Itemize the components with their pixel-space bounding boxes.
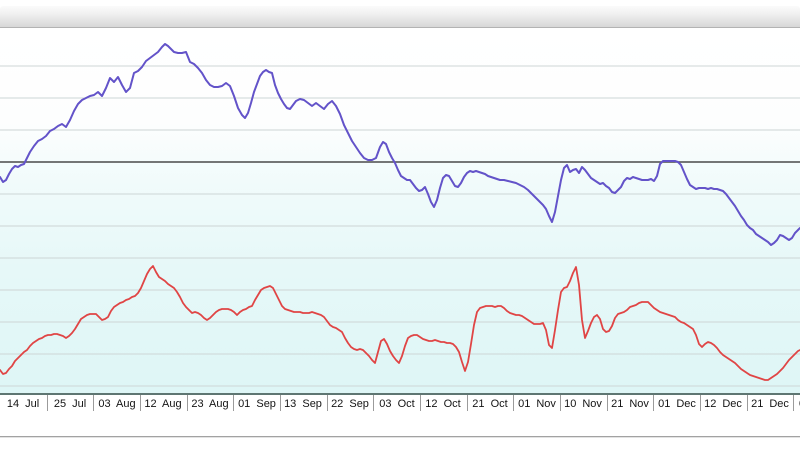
x-axis-tick-separator bbox=[513, 395, 514, 411]
x-axis-label: 21 Oct bbox=[472, 398, 508, 410]
x-axis-tick-separator bbox=[93, 395, 94, 411]
x-axis-label: 01 Jan bbox=[799, 398, 800, 410]
bottom-divider-shadow bbox=[0, 437, 800, 438]
stock-comparison-chart bbox=[0, 28, 800, 395]
x-axis-label: 21 Nov bbox=[611, 398, 649, 410]
x-axis-tick-separator bbox=[560, 395, 561, 411]
x-axis-label: 01 Sep bbox=[238, 398, 276, 410]
x-axis-label: 23 Aug bbox=[191, 398, 229, 410]
x-axis-tick-separator bbox=[700, 395, 701, 411]
x-axis-label: 12 Oct bbox=[425, 398, 461, 410]
x-axis-label: 14 Jul bbox=[6, 398, 40, 410]
x-axis-tick-separator bbox=[327, 395, 328, 411]
lower-red-line bbox=[0, 265, 800, 381]
window-titlebar bbox=[0, 6, 800, 28]
x-axis-tick-separator bbox=[280, 395, 281, 411]
chart-canvas bbox=[0, 43, 800, 387]
x-axis-label: 12 Aug bbox=[144, 398, 182, 410]
x-axis-label: 13 Sep bbox=[284, 398, 322, 410]
x-axis-label: 22 Sep bbox=[331, 398, 369, 410]
x-axis-tick-separator bbox=[47, 395, 48, 411]
bottom-divider-line bbox=[0, 436, 800, 437]
x-axis-label: 03 Oct bbox=[379, 398, 415, 410]
x-axis-label: 01 Nov bbox=[518, 398, 556, 410]
x-axis-tick-separator bbox=[420, 395, 421, 411]
x-axis-label: 25 Jul bbox=[53, 398, 87, 410]
x-axis-tick-separator bbox=[747, 395, 748, 411]
x-axis-label: 10 Nov bbox=[564, 398, 602, 410]
x-axis-tick-separator bbox=[653, 395, 654, 411]
x-axis-tick-separator bbox=[793, 395, 794, 411]
upper-purple-line bbox=[0, 43, 800, 246]
x-axis-tick-separator bbox=[467, 395, 468, 411]
x-axis-tick-separator bbox=[140, 395, 141, 411]
x-axis-label-strip: 14 Jul 25 Jul 03 Aug 12 Aug 23 Aug 01 Sep 13 S… bbox=[0, 395, 800, 416]
x-axis-label: 12 Dec bbox=[704, 398, 742, 410]
x-axis-tick-separator bbox=[187, 395, 188, 411]
x-axis-label: 03 Aug bbox=[98, 398, 136, 410]
x-axis-tick-separator bbox=[233, 395, 234, 411]
x-axis-label: 01 Dec bbox=[658, 398, 696, 410]
x-axis-tick-separator bbox=[373, 395, 374, 411]
x-axis-tick-separator bbox=[607, 395, 608, 411]
x-axis-label: 21 Dec bbox=[751, 398, 789, 410]
